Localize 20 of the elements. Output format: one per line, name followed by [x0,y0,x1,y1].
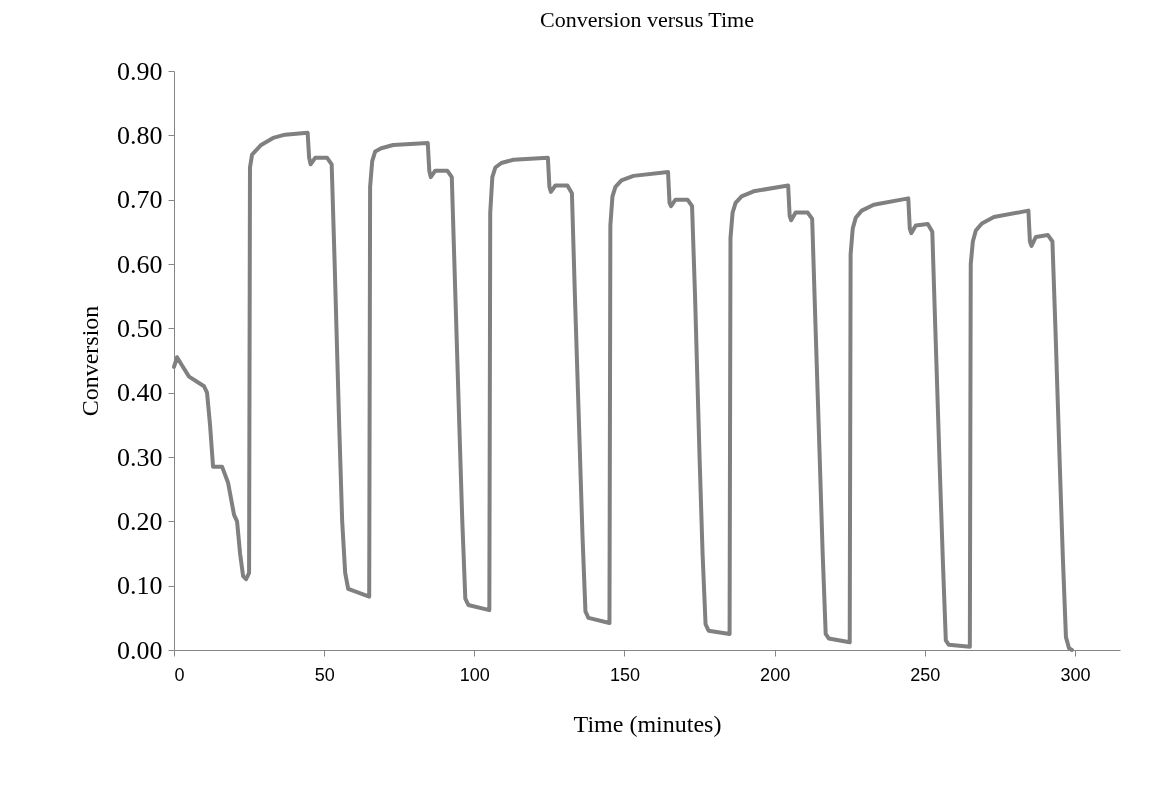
y-tick-label: 0.50 [117,313,163,343]
y-tick-label: 0.30 [117,442,163,472]
y-tick-label: 0.80 [117,120,163,150]
y-tick-label: 0.90 [117,56,163,86]
y-axis-title: Conversion [77,305,103,417]
x-tick-label: 300 [1060,664,1091,685]
x-axis-title: Time (minutes) [573,710,722,737]
y-tick-label: 0.60 [117,249,163,279]
x-tick-label: 100 [459,664,490,685]
x-tick-label: 50 [314,664,335,685]
y-tick-label: 0.10 [117,571,163,601]
x-tick-label: 250 [910,664,941,685]
y-tick-label: 0.70 [117,185,163,215]
chart-title: Conversion versus Time [540,7,754,32]
y-tick-label: 0.00 [117,635,163,665]
x-tick-label: 0 [174,664,185,685]
y-tick-label: 0.20 [117,506,163,536]
y-tick-label: 0.40 [117,378,163,408]
x-tick-label: 200 [760,664,791,685]
x-tick-label: 150 [609,664,640,685]
